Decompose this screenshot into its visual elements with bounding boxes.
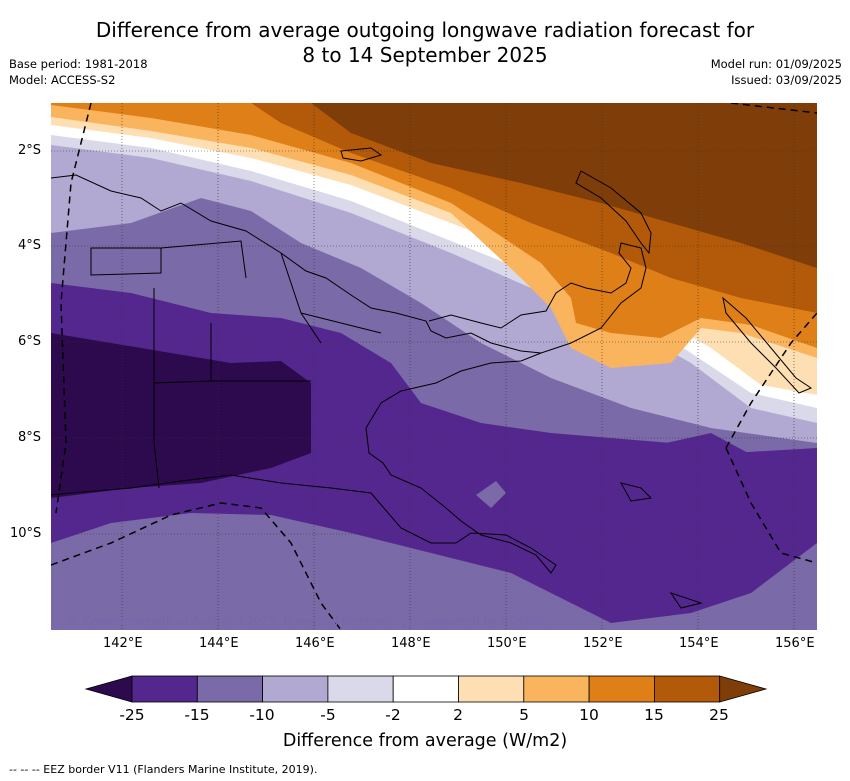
colorbar-tick-label: -5	[320, 706, 336, 724]
colorbar-tick-label: -15	[184, 706, 210, 724]
colorbar-title: Difference from average (W/m2)	[282, 731, 568, 751]
lon-label: 150°E	[487, 636, 527, 651]
lat-label: 10°S	[10, 526, 42, 541]
borders	[90, 240, 382, 489]
title-line-1: Difference from average outgoing longwav…	[95, 18, 755, 42]
colorbar-segment	[262, 675, 329, 703]
lon-label: 148°E	[391, 636, 431, 651]
coastlines	[51, 147, 813, 609]
colorbar-tick-label: 2	[453, 706, 463, 724]
lon-label: 156°E	[775, 636, 815, 651]
colorbar-segment	[588, 675, 655, 703]
lon-label: 152°E	[583, 636, 623, 651]
colorbar-segment	[392, 675, 459, 703]
colorbar-segment	[654, 675, 721, 703]
copyright-notice: © Commonwealth of Australia 2025, Bureau…	[68, 614, 552, 628]
eez-borders	[51, 103, 817, 630]
colorbar-tick-label: 5	[519, 706, 529, 724]
lat-label: 6°S	[18, 334, 42, 349]
new-ireland-coast	[575, 170, 652, 255]
colorbar-tick-label: 10	[579, 706, 599, 724]
colorbar-segment	[196, 675, 264, 703]
bougainville-coast	[722, 296, 813, 394]
colorbar-segment	[327, 675, 394, 703]
new-britain-coast	[428, 242, 647, 354]
colorbar	[84, 675, 768, 703]
lon-label: 142°E	[103, 636, 143, 651]
meta-right: Model run: 01/09/2025 Issued: 03/09/2025	[711, 56, 842, 88]
colorbar-tick-label: -2	[385, 706, 401, 724]
colorbar-tick-label: 25	[709, 706, 729, 724]
colorbar-tick-label: -25	[119, 706, 145, 724]
model-run: Model run: 01/09/2025	[710, 57, 842, 71]
lon-label: 154°E	[679, 636, 719, 651]
issued-date: Issued: 03/09/2025	[731, 73, 842, 87]
manus-coast	[340, 147, 383, 162]
map-panel: © Commonwealth of Australia 2025, Bureau…	[51, 103, 817, 630]
lon-label: 144°E	[199, 636, 239, 651]
meta-left: Base period: 1981-2018 Model: ACCESS-S2	[9, 56, 148, 88]
base-period: Base period: 1981-2018	[9, 57, 148, 71]
model-name: Model: ACCESS-S2	[9, 73, 116, 87]
colorbar-arrow-low	[84, 675, 133, 703]
chart-title: Difference from average outgoing longwav…	[0, 18, 850, 68]
d-entrecasteaux-coast	[620, 482, 653, 502]
lon-label: 146°E	[295, 636, 335, 651]
louisiade-coast	[669, 592, 703, 609]
lat-label: 2°S	[18, 143, 42, 158]
colorbar-segment	[458, 675, 525, 703]
lat-label: 4°S	[18, 238, 42, 253]
title-line-2: 8 to 14 September 2025	[302, 43, 548, 67]
eez-legend: -- -- -- EEZ border V11 (Flanders Marine…	[9, 763, 318, 776]
graticule	[51, 103, 817, 630]
colorbar-tick-label: -10	[249, 706, 275, 724]
lat-label: 8°S	[18, 430, 42, 445]
province-borders	[90, 240, 382, 384]
colorbar-tick-label: 15	[644, 706, 664, 724]
colorbar-segment	[523, 675, 590, 703]
new-guinea-coast	[51, 174, 557, 574]
indonesia-png-border	[153, 288, 160, 489]
colorbar-segment	[131, 675, 198, 703]
colorbar-arrow-high	[719, 675, 768, 703]
olr-anomaly-field	[51, 103, 817, 630]
